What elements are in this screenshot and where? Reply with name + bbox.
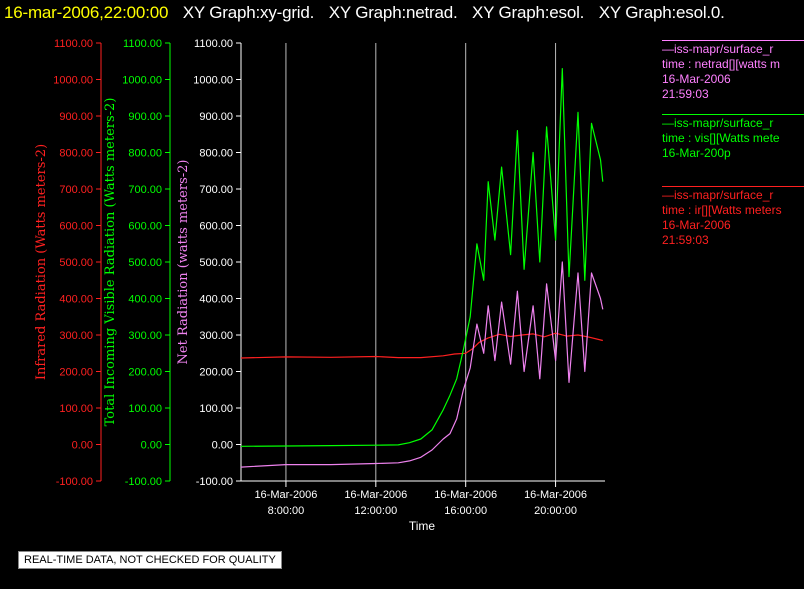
legend-netrad: —iss-mapr/surface_r time : netrad[][watt… xyxy=(662,40,804,102)
y-tick-label-ir-7: 600.00 xyxy=(59,221,93,233)
legend-vis-separator xyxy=(662,114,804,115)
y-tick-label-vis-4: 300.00 xyxy=(128,330,162,342)
y-tick-label-netrad-3: 200.00 xyxy=(199,367,233,379)
y-tick-label-vis-5: 400.00 xyxy=(128,294,162,306)
y-tick-label-vis-9: 800.00 xyxy=(128,148,162,160)
y-tick-label-vis-2: 100.00 xyxy=(128,403,162,415)
y-tick-label-netrad-11: 1000.00 xyxy=(193,75,233,87)
y-tick-label-ir-0: -100.00 xyxy=(56,476,93,488)
series-line-netrad xyxy=(240,261,604,468)
y-tick-label-netrad-2: 100.00 xyxy=(199,403,233,415)
legend-vis-variable: time : vis[][Watts mete xyxy=(662,131,780,145)
y-tick-label-vis-3: 200.00 xyxy=(128,367,162,379)
y-tick-label-ir-1: 0.00 xyxy=(72,440,93,452)
legend-ir: —iss-mapr/surface_r time : ir[][Watts me… xyxy=(662,186,804,248)
y-tick-label-vis-12: 1100.00 xyxy=(123,38,162,50)
legend-ir-time: 21:59:03 xyxy=(662,233,709,247)
legend-netrad-variable: time : netrad[][watts m xyxy=(662,57,781,71)
y-tick-label-vis-6: 500.00 xyxy=(128,257,162,269)
y-axis-label-ir: Infrared Radiation (Watts meters-2) xyxy=(34,144,49,380)
legend-ir-variable: time : ir[][Watts meters xyxy=(662,203,782,217)
series-line-ir xyxy=(240,332,603,359)
y-tick-label-vis-10: 900.00 xyxy=(128,111,162,123)
y-tick-label-ir-10: 900.00 xyxy=(59,111,93,123)
y-tick-label-vis-11: 1000.00 xyxy=(122,75,162,87)
x-tick-time-2: 16:00:00 xyxy=(444,505,487,517)
y-tick-label-ir-3: 200.00 xyxy=(59,367,93,379)
title-bar: 16-mar-2006,22:00:00 XY Graph:xy-grid. X… xyxy=(4,3,725,23)
x-tick-time-1: 12:00:00 xyxy=(354,505,397,517)
y-tick-label-netrad-7: 600.00 xyxy=(199,221,233,233)
y-axis-label-vis: Total Incoming Visible Radiation (Watts … xyxy=(103,98,118,427)
title-graph-esol0: XY Graph:esol.0. xyxy=(598,3,725,22)
quality-disclaimer: REAL-TIME DATA, NOT CHECKED FOR QUALITY xyxy=(18,551,282,569)
y-tick-label-netrad-10: 900.00 xyxy=(199,111,233,123)
y-tick-label-ir-6: 500.00 xyxy=(59,257,93,269)
y-tick-label-vis-8: 700.00 xyxy=(128,184,162,196)
x-tick-time-0: 8:00:00 xyxy=(268,505,305,517)
y-tick-label-netrad-9: 800.00 xyxy=(199,148,233,160)
legend-vis-source: —iss-mapr/surface_r xyxy=(662,116,774,130)
title-timestamp: 16-mar-2006,22:00:00 xyxy=(4,3,169,22)
legend-ir-source: —iss-mapr/surface_r xyxy=(662,188,774,202)
legend-ir-separator xyxy=(662,186,804,187)
y-tick-label-netrad-1: 0.00 xyxy=(212,440,233,452)
y-tick-label-ir-9: 800.00 xyxy=(59,148,93,160)
title-graph-netrad: XY Graph:netrad. xyxy=(328,3,458,22)
legend-netrad-separator xyxy=(662,40,804,41)
y-tick-label-netrad-8: 700.00 xyxy=(199,184,233,196)
y-tick-label-vis-0: -100.00 xyxy=(125,476,162,488)
y-tick-label-netrad-12: 1100.00 xyxy=(194,38,233,50)
y-tick-label-vis-1: 0.00 xyxy=(141,440,162,452)
y-tick-label-netrad-4: 300.00 xyxy=(199,330,233,342)
y-tick-label-ir-2: 100.00 xyxy=(59,403,93,415)
legend-netrad-source: —iss-mapr/surface_r xyxy=(662,42,774,56)
series-line-vis xyxy=(240,67,604,447)
y-tick-label-vis-7: 600.00 xyxy=(128,221,162,233)
y-tick-label-netrad-0: -100.00 xyxy=(196,476,233,488)
legend-vis: —iss-mapr/surface_r time : vis[][Watts m… xyxy=(662,114,804,161)
legend-netrad-time: 21:59:03 xyxy=(662,87,709,101)
y-tick-label-ir-8: 700.00 xyxy=(59,184,93,196)
y-tick-label-ir-11: 1000.00 xyxy=(53,75,93,87)
x-tick-date-1: 16-Mar-2006 xyxy=(344,489,407,501)
x-tick-date-2: 16-Mar-2006 xyxy=(434,489,497,501)
x-tick-date-0: 16-Mar-2006 xyxy=(254,489,317,501)
legend-netrad-date: 16-Mar-2006 xyxy=(662,72,731,86)
y-tick-label-ir-12: 1100.00 xyxy=(54,38,93,50)
x-tick-date-3: 16-Mar-2006 xyxy=(524,489,587,501)
title-graph-esol: XY Graph:esol. xyxy=(472,3,585,22)
legend-ir-date: 16-Mar-2006 xyxy=(662,218,731,232)
title-graph-xy-grid: XY Graph:xy-grid. xyxy=(182,3,315,22)
y-tick-label-ir-4: 300.00 xyxy=(59,330,93,342)
x-tick-time-3: 20:00:00 xyxy=(534,505,577,517)
y-tick-label-ir-5: 400.00 xyxy=(59,294,93,306)
legend-vis-date: 16-Mar-200p xyxy=(662,146,731,160)
y-axis-label-netrad: Net Radiation (watts meters-2) xyxy=(176,160,191,365)
y-tick-label-netrad-5: 400.00 xyxy=(199,294,233,306)
x-axis-label: Time xyxy=(409,519,436,533)
y-tick-label-netrad-6: 500.00 xyxy=(199,257,233,269)
